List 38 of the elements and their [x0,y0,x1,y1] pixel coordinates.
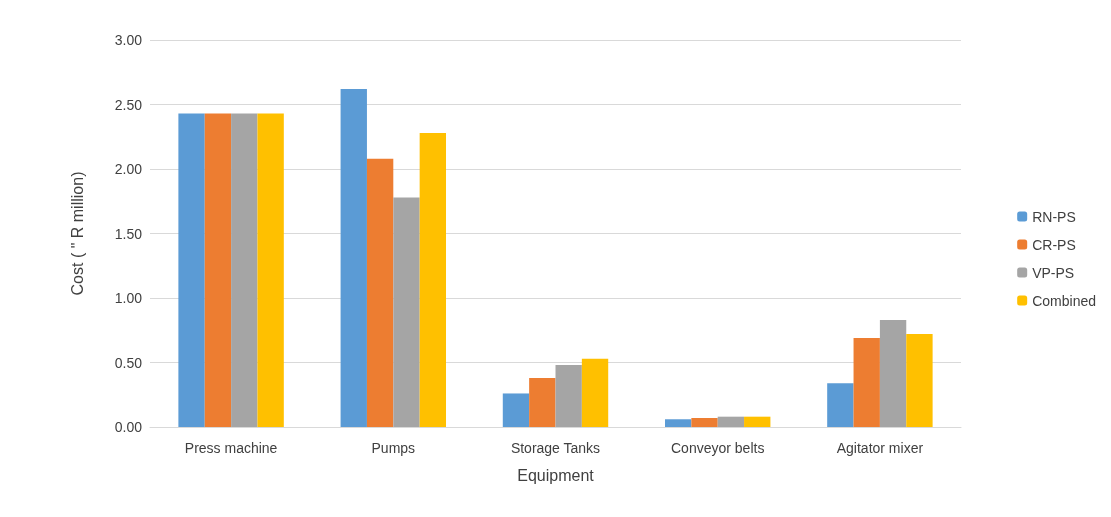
y-tick-label: 2.00 [114,161,143,177]
bar [555,365,582,427]
y-tick-label: 2.50 [114,96,143,113]
bar [178,113,205,427]
bar [664,419,692,427]
bar [393,197,420,427]
legend-label: VP-PS [1032,264,1075,281]
x-axis-title: Equipment [517,466,595,484]
x-tick-label: Press machine [184,440,278,456]
legend-label: Combined [1032,292,1097,309]
bar [340,89,367,427]
legend-label: RN-PS [1032,208,1076,225]
bar [906,334,933,427]
bar [419,132,447,427]
x-tick-label: Conveyor belts [671,440,765,456]
x-tick-label: Pumps [371,440,416,456]
bar [502,393,530,427]
bar [366,158,394,427]
bar [717,416,745,427]
y-tick-label: 3.00 [114,32,143,48]
y-axis-title: Cost ( " R million) [68,171,86,296]
legend-label: CR-PS [1032,236,1076,253]
bar [204,113,232,427]
bar [529,377,556,427]
y-tick-label: 0.50 [114,354,143,371]
bar [257,113,284,427]
bar [827,383,854,427]
y-tick-label: 1.00 [114,290,143,306]
bar [879,319,907,427]
bar [744,416,771,427]
bar [581,358,609,427]
y-tick-label: 1.50 [114,225,143,242]
bar [853,337,880,427]
x-tick-label: Agitator mixer [836,440,924,456]
bar [691,417,718,427]
bar [231,113,258,427]
x-tick-label: Storage Tanks [510,440,601,456]
y-tick-label: 0.00 [114,419,143,435]
